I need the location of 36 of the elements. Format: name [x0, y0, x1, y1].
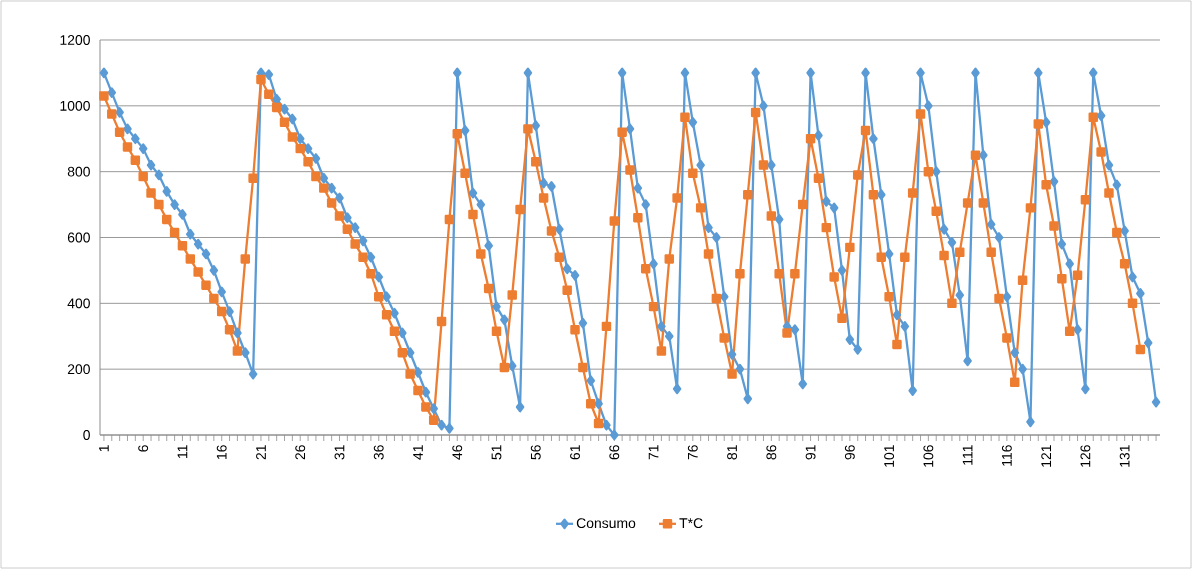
- legend-label: T*C: [679, 518, 703, 529]
- y-tick-label: 0: [83, 430, 90, 440]
- x-tick-label: 101: [884, 445, 895, 467]
- x-tick-label: 46: [452, 445, 463, 460]
- x-tick-label: 66: [609, 445, 620, 460]
- x-tick-label: 11: [177, 445, 188, 458]
- y-tick-label: 200: [67, 364, 90, 375]
- y-tick-label: 1200: [60, 35, 90, 45]
- x-tick-label: 31: [334, 445, 345, 460]
- x-tick-label: 76: [687, 445, 698, 460]
- x-tick-label: 41: [413, 445, 423, 460]
- x-tick-label: 116: [1001, 445, 1012, 466]
- x-tick-label: 1: [99, 445, 109, 452]
- x-tick-label: 51: [491, 445, 502, 460]
- x-tick-label: 81: [727, 445, 738, 460]
- x-tick-label: 96: [844, 445, 855, 460]
- x-tick-label: 131: [1119, 445, 1130, 467]
- x-tick-label: 106: [923, 445, 934, 467]
- y-tick-label: 1000: [60, 100, 90, 111]
- legend-label: Consumo: [576, 518, 636, 529]
- x-tick-label: 121: [1041, 445, 1052, 467]
- x-tick-label: 56: [530, 445, 541, 460]
- x-tick-label: 26: [295, 445, 306, 460]
- x-tick-label: 91: [805, 445, 816, 460]
- x-tick-label: 126: [1080, 445, 1091, 467]
- x-tick-label: 16: [216, 445, 227, 459]
- y-tick-label: 800: [67, 166, 90, 177]
- x-tick-label: 36: [373, 445, 384, 460]
- x-tick-label: 6: [138, 445, 149, 452]
- x-tick-label: 86: [766, 445, 777, 460]
- y-tick-label: 600: [67, 232, 90, 243]
- x-tick-label: 21: [256, 445, 266, 460]
- x-tick-label: 61: [570, 445, 580, 460]
- x-tick-label: 111: [962, 445, 973, 465]
- y-tick-label: 400: [67, 298, 90, 309]
- x-tick-label: 71: [648, 445, 659, 460]
